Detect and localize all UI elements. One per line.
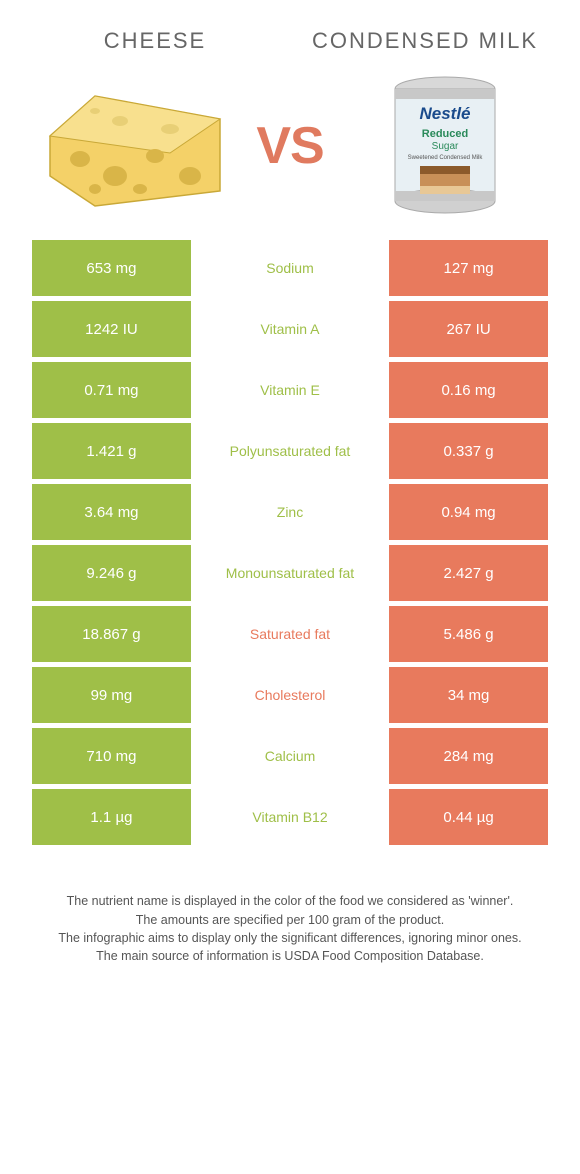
right-value: 0.337 g [389,423,548,479]
header-row: CHEESE CONDENSED MILK [0,0,580,66]
right-value: 267 IU [389,301,548,357]
right-value: 2.427 g [389,545,548,601]
table-row: 653 mgSodium127 mg [32,240,548,296]
footnote-line: The amounts are specified per 100 gram o… [24,911,556,929]
can-icon: Nestlé Reduced Sugar Sweetened Condensed… [380,71,510,221]
nutrient-label: Vitamin B12 [196,789,384,845]
nutrient-label: Polyunsaturated fat [196,423,384,479]
svg-text:Sugar: Sugar [432,141,459,152]
table-row: 710 mgCalcium284 mg [32,728,548,784]
nutrient-label: Cholesterol [196,667,384,723]
footnote-line: The nutrient name is displayed in the co… [24,892,556,910]
header-left: CHEESE [20,28,290,54]
comparison-table: 653 mgSodium127 mg1242 IUVitamin A267 IU… [0,240,580,845]
table-row: 18.867 gSaturated fat5.486 g [32,606,548,662]
left-value: 710 mg [32,728,191,784]
table-row: 3.64 mgZinc0.94 mg [32,484,548,540]
nutrient-label: Monounsaturated fat [196,545,384,601]
left-value: 0.71 mg [32,362,191,418]
footnote-line: The main source of information is USDA F… [24,947,556,965]
nutrient-label: Saturated fat [196,606,384,662]
left-value: 653 mg [32,240,191,296]
table-row: 0.71 mgVitamin E0.16 mg [32,362,548,418]
right-value: 0.44 µg [389,789,548,845]
svg-text:Nestlé: Nestlé [419,104,470,123]
right-value: 5.486 g [389,606,548,662]
nutrient-label: Zinc [196,484,384,540]
cheese-image [40,76,230,216]
svg-text:Sweetened Condensed Milk: Sweetened Condensed Milk [408,155,484,161]
left-value: 3.64 mg [32,484,191,540]
left-value: 1.421 g [32,423,191,479]
nutrient-label: Vitamin E [196,362,384,418]
cheese-icon [40,81,230,211]
table-row: 99 mgCholesterol34 mg [32,667,548,723]
nutrient-label: Calcium [196,728,384,784]
right-value: 0.16 mg [389,362,548,418]
left-value: 1242 IU [32,301,191,357]
images-row: VS Nestlé Reduced Sugar Sweetened Conden… [0,66,580,240]
table-row: 1.421 gPolyunsaturated fat0.337 g [32,423,548,479]
vs-label: VS [256,116,323,176]
right-title: CONDENSED MILK [290,28,560,54]
header-right: CONDENSED MILK [290,28,560,54]
right-value: 127 mg [389,240,548,296]
table-row: 1.1 µgVitamin B120.44 µg [32,789,548,845]
table-row: 1242 IUVitamin A267 IU [32,301,548,357]
nutrient-label: Vitamin A [196,301,384,357]
table-row: 9.246 gMonounsaturated fat2.427 g [32,545,548,601]
footnote-line: The infographic aims to display only the… [24,929,556,947]
left-value: 18.867 g [32,606,191,662]
nutrient-label: Sodium [196,240,384,296]
left-title: CHEESE [20,28,290,54]
footnotes: The nutrient name is displayed in the co… [0,850,580,965]
condensed-milk-image: Nestlé Reduced Sugar Sweetened Condensed… [350,76,540,216]
left-value: 99 mg [32,667,191,723]
right-value: 0.94 mg [389,484,548,540]
right-value: 284 mg [389,728,548,784]
right-value: 34 mg [389,667,548,723]
left-value: 9.246 g [32,545,191,601]
svg-text:Reduced: Reduced [422,128,468,140]
left-value: 1.1 µg [32,789,191,845]
